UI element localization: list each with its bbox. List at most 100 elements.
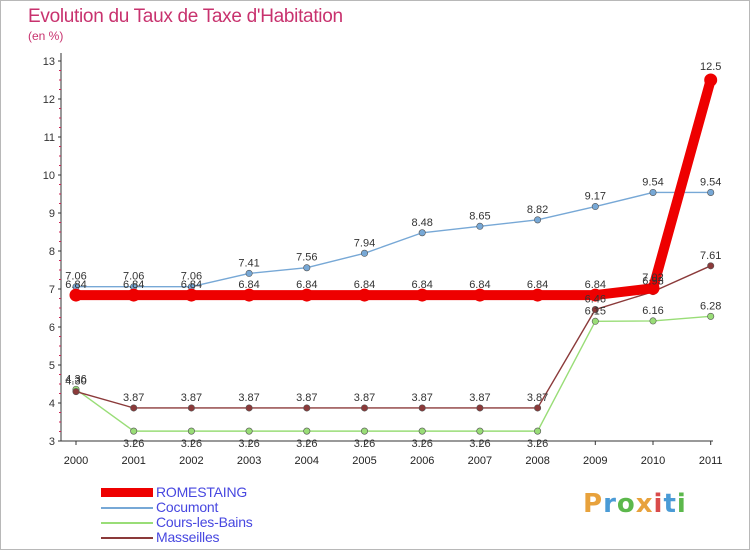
y-tick-label: 7 bbox=[49, 284, 55, 296]
data-label: 12.5 bbox=[700, 61, 721, 73]
x-tick-label: 2007 bbox=[468, 455, 492, 467]
data-point bbox=[591, 203, 599, 211]
logo-letter: i bbox=[676, 489, 687, 519]
data-label: 9.17 bbox=[585, 191, 606, 203]
data-label: 7.41 bbox=[238, 257, 259, 269]
y-tick-label: 10 bbox=[43, 170, 55, 182]
series-line-cours-les-bains bbox=[75, 315, 711, 432]
data-label: 7.56 bbox=[296, 252, 317, 264]
data-label: 7.06 bbox=[181, 271, 202, 283]
legend-swatch bbox=[101, 536, 153, 539]
x-tick-label: 2008 bbox=[525, 455, 549, 467]
legend-label: Masseilles bbox=[156, 529, 220, 545]
data-label: 3.87 bbox=[296, 392, 317, 404]
legend-label: ROMESTAING bbox=[156, 484, 248, 500]
data-point bbox=[649, 188, 657, 196]
data-point bbox=[476, 404, 484, 412]
data-point bbox=[476, 427, 484, 435]
data-label: 3.87 bbox=[123, 392, 144, 404]
x-tick-label: 2005 bbox=[352, 455, 376, 467]
x-tick-label: 2006 bbox=[410, 455, 434, 467]
data-label: 6.46 bbox=[585, 294, 606, 306]
legend-item-cocumont: Cocumont bbox=[101, 500, 253, 515]
data-point bbox=[242, 288, 256, 302]
data-point bbox=[358, 288, 371, 302]
y-tick-label: 8 bbox=[49, 246, 55, 258]
data-label: 6.84 bbox=[123, 279, 144, 291]
data-label: 8.48 bbox=[411, 217, 432, 229]
x-tick-label: 2010 bbox=[641, 455, 665, 467]
data-point bbox=[534, 404, 542, 412]
data-point bbox=[303, 404, 311, 412]
data-label: 7.06 bbox=[65, 271, 86, 283]
data-point bbox=[418, 427, 426, 435]
x-tick-label: 2003 bbox=[237, 455, 261, 467]
data-point bbox=[707, 188, 715, 196]
data-label: 6.15 bbox=[585, 305, 606, 317]
data-point bbox=[415, 288, 429, 302]
x-tick-label: 2009 bbox=[583, 455, 607, 467]
x-tick-label: 2011 bbox=[699, 455, 723, 467]
data-label: 3.87 bbox=[181, 392, 202, 404]
data-label: 9.54 bbox=[700, 176, 721, 188]
data-label: 3.87 bbox=[411, 392, 432, 404]
data-label: 3.26 bbox=[123, 438, 144, 450]
data-label: 3.87 bbox=[469, 392, 490, 404]
data-label: 3.26 bbox=[469, 438, 490, 450]
data-point bbox=[300, 288, 314, 302]
unit-label: (en %) bbox=[28, 29, 64, 43]
data-point bbox=[476, 222, 484, 230]
data-point bbox=[184, 288, 198, 302]
x-tick-label: 2000 bbox=[64, 455, 88, 467]
y-tick-label: 12 bbox=[43, 94, 55, 106]
series-line-masseilles bbox=[75, 265, 711, 409]
data-label: 6.93 bbox=[642, 276, 663, 288]
chart-title: Evolution du Taux de Taxe d'Habitation bbox=[28, 6, 343, 27]
legend-swatch bbox=[101, 521, 153, 524]
proxiti-logo: Proxiti bbox=[583, 489, 687, 519]
data-label: 6.16 bbox=[642, 305, 663, 317]
y-tick-label: 11 bbox=[44, 132, 55, 144]
legend: ROMESTAING Cocumont Cours-les-Bains Masseil… bbox=[101, 485, 253, 545]
legend-label: Cours-les-Bains bbox=[156, 514, 253, 530]
data-label: 7.06 bbox=[123, 271, 144, 283]
y-tick-label: 6 bbox=[49, 322, 55, 334]
data-point bbox=[591, 317, 599, 325]
data-label: 3.87 bbox=[354, 392, 375, 404]
data-point bbox=[534, 216, 542, 224]
data-label: 3.26 bbox=[527, 438, 548, 450]
y-tick-label: 5 bbox=[49, 360, 55, 372]
x-tick-label: 2004 bbox=[295, 455, 319, 467]
data-label: 3.26 bbox=[296, 438, 317, 450]
data-point bbox=[69, 288, 83, 302]
data-label: 8.82 bbox=[527, 204, 548, 216]
data-label: 6.84 bbox=[527, 279, 548, 291]
logo-letter: i bbox=[653, 489, 664, 519]
legend-swatch bbox=[101, 506, 153, 509]
data-point bbox=[245, 404, 253, 412]
data-point bbox=[646, 281, 660, 295]
data-point bbox=[245, 427, 253, 435]
legend-swatch bbox=[101, 488, 153, 497]
logo-letter: P bbox=[583, 489, 604, 519]
y-tick-label: 9 bbox=[49, 208, 55, 220]
x-tick-label: 2001 bbox=[121, 455, 145, 467]
data-label: 7.94 bbox=[354, 237, 375, 249]
data-label: 6.84 bbox=[296, 279, 317, 291]
legend-item-cours-les-bains: Cours-les-Bains bbox=[101, 515, 253, 530]
data-point bbox=[418, 404, 426, 412]
logo-letter: r bbox=[603, 489, 617, 519]
data-point bbox=[534, 427, 542, 435]
data-point bbox=[303, 427, 311, 435]
data-label: 3.87 bbox=[527, 392, 548, 404]
data-label: 3.87 bbox=[238, 392, 259, 404]
data-point bbox=[649, 317, 657, 325]
data-point bbox=[707, 262, 715, 270]
data-point bbox=[130, 427, 138, 435]
data-label: 9.54 bbox=[642, 176, 663, 188]
data-point bbox=[187, 404, 195, 412]
data-point bbox=[360, 249, 368, 257]
data-label: 6.84 bbox=[238, 279, 259, 291]
x-tick-label: 2002 bbox=[179, 455, 203, 467]
